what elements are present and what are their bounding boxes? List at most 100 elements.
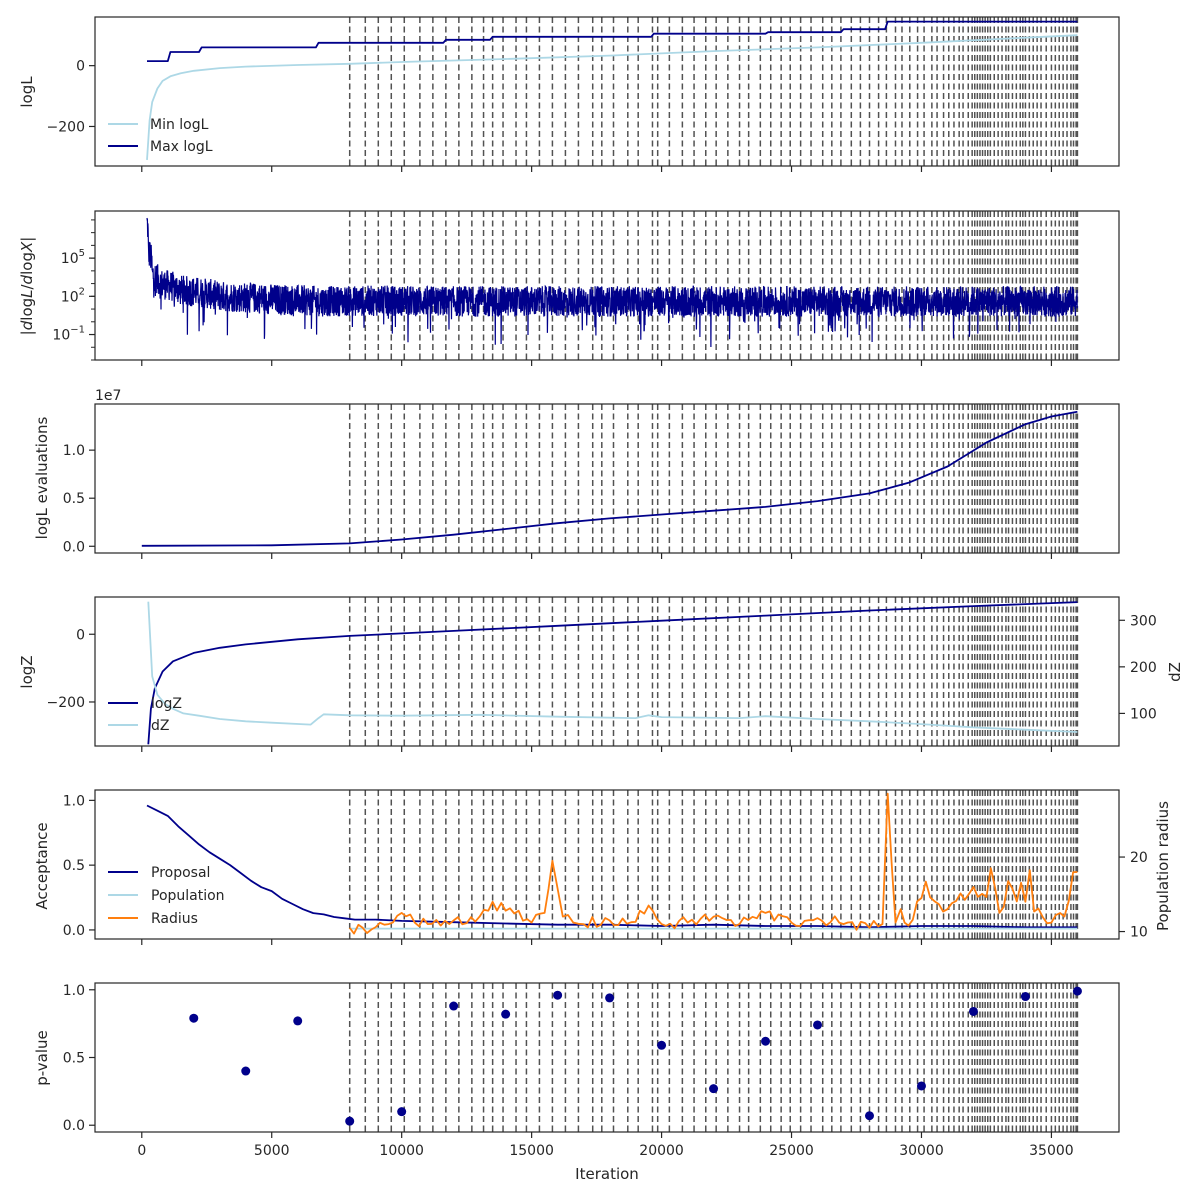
series-group xyxy=(141,410,1078,547)
data-point xyxy=(864,1111,874,1121)
y-tick-label: 0.0 xyxy=(63,1118,85,1134)
panel-logz-plot-area: 0 −200 300 200 100 xyxy=(47,596,1157,752)
series-line-2 xyxy=(348,792,1078,935)
legend-label-radius: Radius xyxy=(151,911,198,927)
x-tick-label: 10000 xyxy=(379,1143,424,1159)
data-point xyxy=(1020,992,1030,1002)
y-right-tick-label: 100 xyxy=(1130,706,1157,722)
data-point xyxy=(397,1107,407,1117)
series-group xyxy=(146,792,1078,935)
x-tick-label: 5000 xyxy=(254,1143,290,1159)
panel-frame xyxy=(94,16,1120,167)
y-tick-label: 0.0 xyxy=(63,539,85,555)
x-tick-label: 30000 xyxy=(899,1143,944,1159)
y-tick-label: 0.5 xyxy=(63,1051,85,1067)
x-tick-label: 35000 xyxy=(1029,1143,1074,1159)
data-point xyxy=(241,1066,251,1076)
y-right-tick-label: 200 xyxy=(1130,660,1157,676)
panel-evaluations-offset-text: 1e7 xyxy=(95,388,121,404)
x-tick-label: 0 xyxy=(137,1143,146,1159)
panel-acceptance-plot-area: 0.0 0.5 1.0 20 10 xyxy=(63,789,1148,945)
panel-pvalue: 0.0 0.5 1.0 0 5000 10000 15000 20000 25000 30000 3… xyxy=(33,982,1120,1183)
x-tick-label: 25000 xyxy=(769,1143,814,1159)
panel-frame xyxy=(94,596,1120,747)
panel-logz: 0 −200 300 200 100 logZ dZ logZ dZ xyxy=(18,596,1184,752)
data-point xyxy=(813,1020,823,1030)
series-line-1 xyxy=(147,20,1078,62)
data-point xyxy=(761,1036,771,1046)
x-axis-label: Iteration xyxy=(575,1165,639,1183)
panel-logz-ylabel-right: dZ xyxy=(1166,662,1184,682)
y-tick-label: −200 xyxy=(47,119,85,135)
panel-frame xyxy=(94,210,1120,361)
data-point xyxy=(293,1016,303,1026)
panel-logl-plot-area: 0 −200 xyxy=(47,16,1120,172)
legend-label-max-logl: Max logL xyxy=(150,139,213,155)
series-group xyxy=(146,217,1078,348)
data-point xyxy=(605,993,615,1003)
data-point xyxy=(449,1001,459,1011)
series-line-0 xyxy=(146,804,1078,929)
data-point xyxy=(1072,986,1082,996)
data-point xyxy=(657,1040,667,1050)
panel-pvalue-plot-area: 0.0 0.5 1.0 0 5000 10000 15000 20000 25000 30000 3… xyxy=(63,982,1120,1159)
y-right-tick-label: 300 xyxy=(1130,613,1157,629)
vline-group xyxy=(348,790,1079,939)
y-tick-label: 1.0 xyxy=(63,793,85,809)
series-group xyxy=(146,20,1078,160)
vline-group xyxy=(348,597,1079,746)
data-point xyxy=(345,1116,355,1126)
data-point xyxy=(709,1084,719,1094)
y-tick-label: 1.0 xyxy=(63,443,85,459)
series-line-1 xyxy=(147,601,1078,733)
panel-acceptance-ylabel-right: Population radius xyxy=(1154,801,1172,931)
panel-logl-ylabel: logL xyxy=(18,76,36,108)
panel-logz-ylabel: logZ xyxy=(18,655,36,688)
data-point xyxy=(916,1081,926,1091)
panel-dlogl-plot-area: 105 102 10−1 xyxy=(52,210,1120,366)
panel-pvalue-ylabel: p-value xyxy=(33,1030,51,1086)
data-point xyxy=(553,990,563,1000)
panel-acceptance: 0.0 0.5 1.0 20 10 Acceptance Population radi… xyxy=(33,789,1172,945)
legend-label-proposal: Proposal xyxy=(151,865,210,881)
data-point xyxy=(501,1009,511,1019)
y-tick-label: 0.5 xyxy=(63,858,85,874)
legend-label-dz: dZ xyxy=(151,718,169,734)
legend-label-min-logl: Min logL xyxy=(150,117,209,133)
y-tick-label: 102 xyxy=(61,286,85,305)
data-point xyxy=(189,1013,199,1023)
series-line-0 xyxy=(147,601,1078,745)
vline-group xyxy=(348,983,1079,1132)
series-line-0 xyxy=(141,410,1078,547)
legend-label-population: Population xyxy=(151,888,225,904)
y-tick-label: 0.0 xyxy=(63,923,85,939)
y-tick-label: 10−1 xyxy=(52,325,85,344)
y-tick-label: 105 xyxy=(61,248,85,267)
data-point xyxy=(968,1006,978,1016)
y-tick-label: 0.5 xyxy=(63,491,85,507)
series-line-0 xyxy=(146,217,1078,348)
vline-group xyxy=(348,211,1079,360)
panel-logl: 0 −200 logL Min logL Max logL xyxy=(18,16,1120,172)
panel-dlogl-ylabel: |dlogL/dlogX| xyxy=(18,237,36,336)
y-tick-label: 1.0 xyxy=(63,983,85,999)
panel-dlogl-dlogx: 105 102 10−1 |dlogL/dlogX| xyxy=(18,210,1120,366)
x-tick-label: 15000 xyxy=(509,1143,554,1159)
legend-label-logz: logZ xyxy=(151,696,182,712)
series-group xyxy=(147,601,1078,745)
panel-frame xyxy=(94,789,1120,940)
y-tick-label: 0 xyxy=(76,59,85,75)
y-right-tick-label: 10 xyxy=(1130,925,1148,941)
y-tick-label: −200 xyxy=(47,695,85,711)
panel-evaluations-plot-area: 0.0 0.5 1.0 xyxy=(63,403,1120,559)
panel-evaluations-ylabel: logL evaluations xyxy=(33,416,51,539)
panel-acceptance-ylabel: Acceptance xyxy=(33,822,51,909)
panel-frame xyxy=(94,403,1120,554)
series-group xyxy=(189,986,1082,1126)
y-right-tick-label: 20 xyxy=(1130,850,1148,866)
x-tick-label: 20000 xyxy=(639,1143,684,1159)
series-line-0 xyxy=(146,34,1078,160)
vline-group xyxy=(348,404,1079,553)
